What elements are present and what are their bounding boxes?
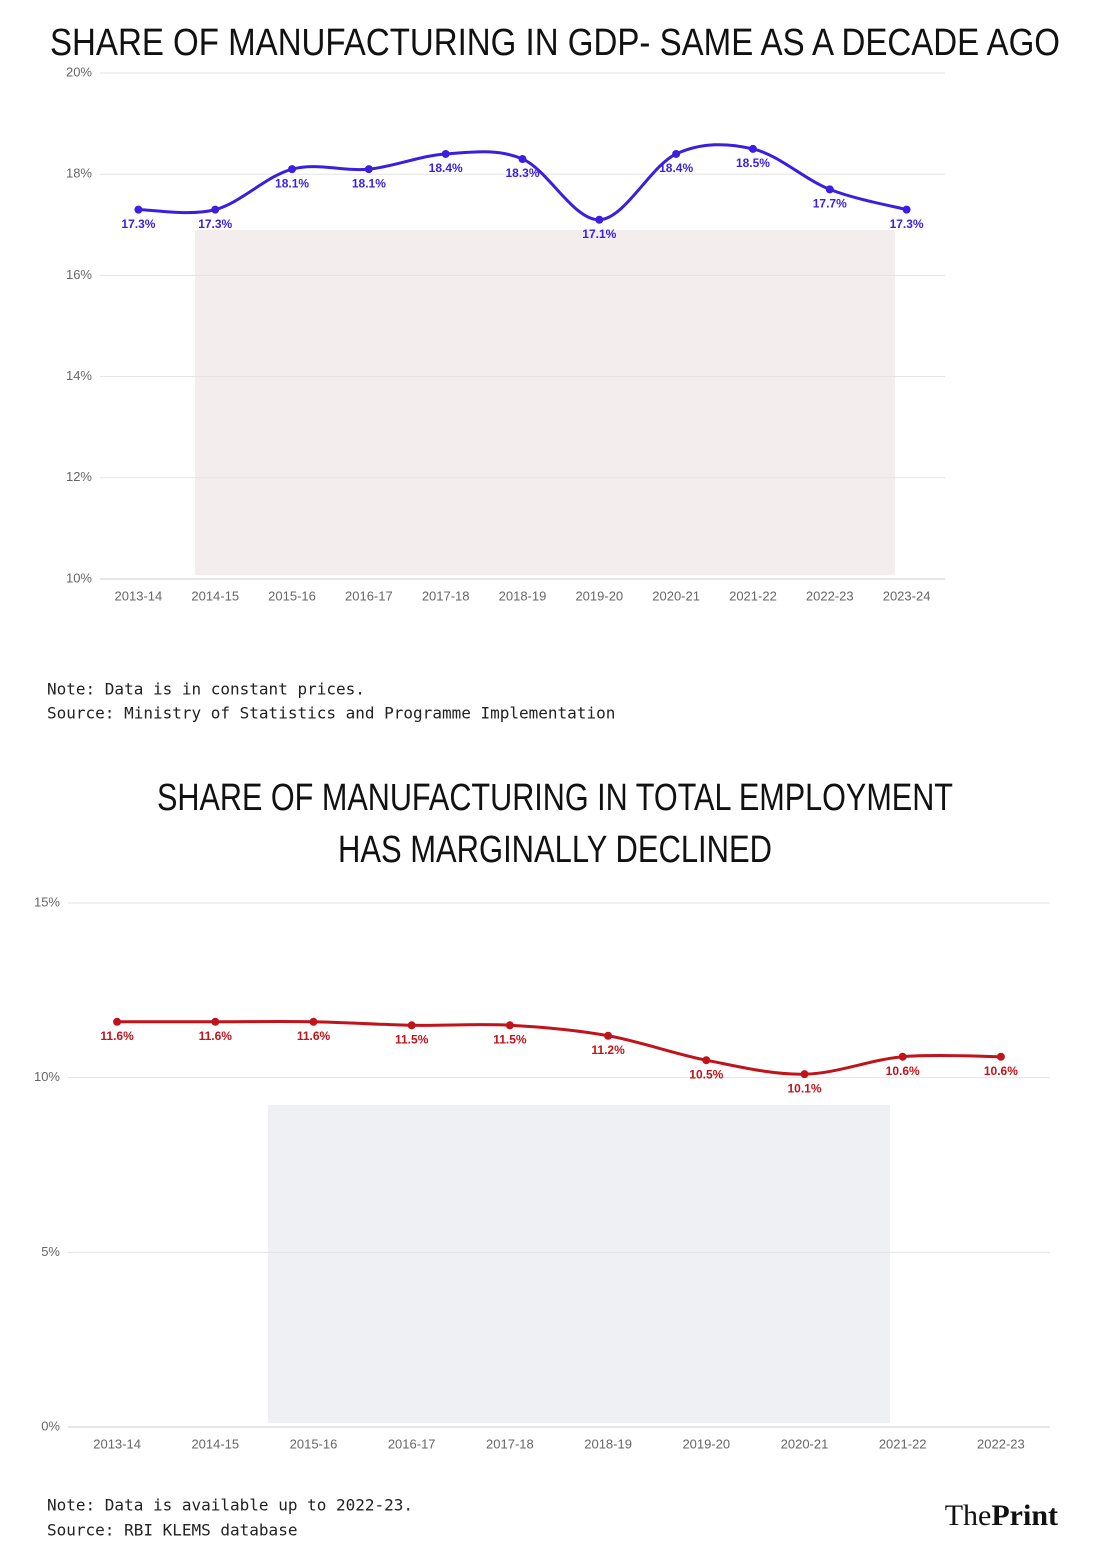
x-tick-label: 2018-19 <box>584 1436 632 1451</box>
x-tick-label: 2021-22 <box>729 588 777 603</box>
line <box>117 1020 1001 1076</box>
logo: ThePrint <box>945 1499 1058 1532</box>
point <box>134 205 143 214</box>
x-tick-label: 2017-18 <box>422 588 470 603</box>
logo-part: Print <box>991 1499 1058 1532</box>
x-tick-label: 2017-18 <box>486 1436 534 1451</box>
x-tick-label: 2014-15 <box>191 588 239 603</box>
note: Note: Data is available up to 2022-23. <box>47 1496 413 1515</box>
point <box>898 1052 907 1061</box>
point <box>364 165 373 174</box>
data-label: 11.6% <box>100 1029 134 1043</box>
chart-title: HAS MARGINALLY DECLINED <box>338 829 772 871</box>
point <box>595 215 604 224</box>
data-label: 18.3% <box>505 166 539 180</box>
data-label: 11.5% <box>493 1032 527 1046</box>
point <box>702 1056 711 1065</box>
point <box>604 1031 613 1040</box>
y-tick-label: 18% <box>66 166 92 181</box>
source: Source: Ministry of Statistics and Progr… <box>47 704 615 723</box>
y-tick-label: 5% <box>41 1244 60 1259</box>
x-tick-label: 2021-22 <box>879 1436 927 1451</box>
point <box>441 149 450 158</box>
data-label: 11.6% <box>199 1029 233 1043</box>
data-label: 18.4% <box>659 161 693 175</box>
chart-title: SHARE OF MANUFACTURING IN TOTAL EMPLOYME… <box>157 777 953 819</box>
x-tick-label: 2014-15 <box>191 1436 239 1451</box>
data-label: 10.5% <box>689 1067 723 1081</box>
x-tick-label: 2020-21 <box>781 1436 829 1451</box>
data-label: 17.1% <box>582 227 616 241</box>
x-tick-label: 2016-17 <box>388 1436 436 1451</box>
x-tick-label: 2015-16 <box>290 1436 338 1451</box>
y-tick-label: 0% <box>41 1418 60 1433</box>
x-tick-label: 2019-20 <box>682 1436 730 1451</box>
point <box>825 185 834 194</box>
y-tick-label: 10% <box>34 1069 60 1084</box>
background-photo <box>268 1105 890 1423</box>
x-tick-label: 2018-19 <box>499 588 547 603</box>
data-label: 10.1% <box>787 1081 821 1095</box>
y-tick-label: 20% <box>66 64 92 79</box>
point <box>996 1052 1005 1061</box>
logo-part: The <box>945 1499 992 1532</box>
point <box>407 1021 416 1030</box>
point <box>518 155 527 164</box>
note: Note: Data is in constant prices. <box>47 680 365 699</box>
y-tick-label: 10% <box>66 570 92 585</box>
data-label: 11.5% <box>395 1032 429 1046</box>
data-label: 10.6% <box>984 1064 1018 1078</box>
point <box>748 144 757 153</box>
y-tick-label: 12% <box>66 469 92 484</box>
data-label: 18.1% <box>275 176 309 190</box>
point <box>505 1021 514 1030</box>
data-label: 11.6% <box>297 1029 331 1043</box>
point <box>211 1017 220 1026</box>
data-label: 17.3% <box>890 217 924 231</box>
point <box>902 205 911 214</box>
point <box>309 1017 318 1026</box>
background-photo <box>195 230 895 575</box>
point <box>672 149 681 158</box>
line <box>138 143 907 222</box>
x-tick-label: 2019-20 <box>575 588 623 603</box>
x-tick-label: 2022-23 <box>977 1436 1025 1451</box>
data-label: 18.5% <box>736 156 770 170</box>
y-tick-label: 14% <box>66 368 92 383</box>
point <box>211 205 220 214</box>
x-tick-label: 2013-14 <box>93 1436 141 1451</box>
x-tick-label: 2015-16 <box>268 588 316 603</box>
data-label: 17.3% <box>121 217 155 231</box>
point <box>800 1070 809 1079</box>
source: Source: RBI KLEMS database <box>47 1521 297 1540</box>
x-tick-label: 2016-17 <box>345 588 393 603</box>
data-label: 11.2% <box>591 1043 625 1057</box>
data-label: 17.7% <box>813 197 847 211</box>
data-label: 17.3% <box>198 217 232 231</box>
y-tick-label: 16% <box>66 267 92 282</box>
chart-title: SHARE OF MANUFACTURING IN GDP- SAME AS A… <box>50 22 1060 64</box>
data-label: 18.4% <box>429 161 463 175</box>
data-label: 18.1% <box>352 176 386 190</box>
data-label: 10.6% <box>886 1064 920 1078</box>
x-tick-label: 2022-23 <box>806 588 854 603</box>
y-tick-label: 15% <box>34 894 60 909</box>
x-tick-label: 2023-24 <box>883 588 931 603</box>
point <box>288 165 297 174</box>
x-tick-label: 2020-21 <box>652 588 700 603</box>
x-tick-label: 2013-14 <box>115 588 163 603</box>
point <box>113 1017 122 1026</box>
